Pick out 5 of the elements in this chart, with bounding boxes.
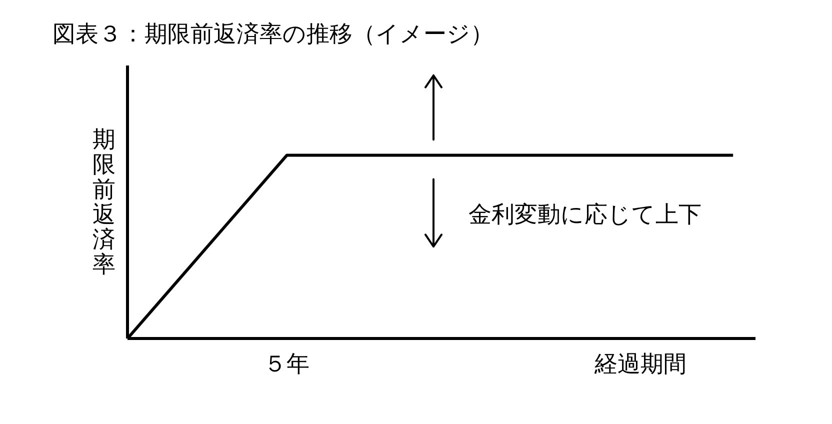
annotation: 金利変動に応じて上下 <box>468 202 702 228</box>
chart-title: 図表３：期限前返済率の推移（イメージ） <box>52 22 494 46</box>
x-axis-title: 経過期間 <box>594 352 686 376</box>
text: ５年 <box>264 352 310 376</box>
y-axis-title: 期限前返済率 <box>92 127 116 277</box>
